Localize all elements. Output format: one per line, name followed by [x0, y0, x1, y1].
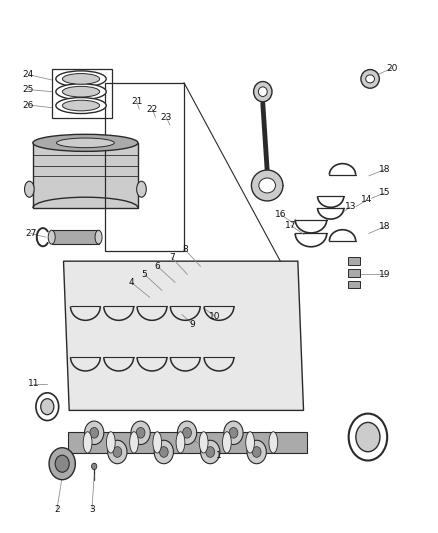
Text: 16: 16	[276, 211, 287, 219]
Ellipse shape	[62, 100, 100, 111]
Ellipse shape	[251, 170, 283, 201]
Text: 27: 27	[25, 229, 36, 238]
Ellipse shape	[254, 82, 272, 102]
Ellipse shape	[49, 448, 75, 480]
Text: 20: 20	[386, 64, 398, 72]
Bar	[105, 83, 184, 251]
Ellipse shape	[206, 447, 215, 457]
Text: 17: 17	[285, 221, 297, 230]
Ellipse shape	[224, 421, 243, 445]
Ellipse shape	[130, 432, 138, 453]
Ellipse shape	[113, 447, 122, 457]
Ellipse shape	[361, 70, 379, 88]
Ellipse shape	[153, 432, 162, 453]
Ellipse shape	[258, 87, 267, 96]
Text: 14: 14	[361, 196, 373, 204]
Ellipse shape	[366, 75, 374, 83]
Text: 6: 6	[155, 262, 161, 271]
Ellipse shape	[56, 98, 106, 114]
Ellipse shape	[62, 86, 100, 97]
Ellipse shape	[201, 440, 220, 464]
Bar	[52, 230, 99, 244]
Ellipse shape	[85, 421, 104, 445]
Text: 4: 4	[129, 278, 134, 287]
Bar	[348, 281, 360, 288]
Text: 24: 24	[23, 70, 34, 79]
Bar	[52, 69, 112, 118]
Ellipse shape	[41, 399, 54, 415]
Text: 18: 18	[379, 222, 390, 231]
Ellipse shape	[55, 455, 69, 472]
Polygon shape	[64, 261, 304, 410]
Ellipse shape	[176, 432, 185, 453]
Text: 1: 1	[216, 451, 222, 460]
Ellipse shape	[83, 432, 92, 453]
Ellipse shape	[136, 427, 145, 438]
Ellipse shape	[252, 447, 261, 457]
Ellipse shape	[199, 432, 208, 453]
Text: 3: 3	[89, 505, 95, 513]
Ellipse shape	[90, 427, 99, 438]
Ellipse shape	[106, 432, 115, 453]
Ellipse shape	[159, 447, 168, 457]
Text: 23: 23	[161, 113, 172, 122]
Ellipse shape	[246, 432, 254, 453]
Text: 9: 9	[190, 320, 196, 328]
Text: 25: 25	[23, 85, 34, 94]
Text: 15: 15	[379, 189, 390, 197]
Ellipse shape	[356, 422, 380, 452]
Ellipse shape	[223, 432, 231, 453]
Ellipse shape	[33, 134, 138, 151]
Ellipse shape	[137, 181, 146, 197]
Text: 12: 12	[360, 446, 371, 455]
Text: 26: 26	[23, 101, 34, 109]
Ellipse shape	[56, 71, 106, 87]
Ellipse shape	[57, 138, 114, 148]
Bar	[348, 269, 360, 277]
Polygon shape	[33, 143, 138, 208]
Ellipse shape	[247, 440, 266, 464]
Ellipse shape	[48, 230, 55, 244]
Ellipse shape	[36, 393, 59, 421]
Text: 13: 13	[345, 203, 356, 211]
Text: 22: 22	[147, 105, 158, 114]
Text: 18: 18	[379, 165, 390, 174]
Text: 2: 2	[54, 505, 60, 513]
Ellipse shape	[56, 84, 106, 100]
Bar	[68, 432, 307, 453]
Text: 7: 7	[169, 253, 175, 262]
Ellipse shape	[259, 178, 276, 193]
Text: 5: 5	[141, 270, 148, 279]
Text: 19: 19	[379, 270, 390, 279]
Bar	[348, 257, 360, 265]
Text: 8: 8	[182, 245, 188, 254]
Ellipse shape	[95, 230, 102, 244]
Ellipse shape	[25, 181, 34, 197]
Ellipse shape	[229, 427, 238, 438]
Text: 11: 11	[28, 379, 39, 388]
Ellipse shape	[92, 463, 97, 470]
Ellipse shape	[269, 432, 278, 453]
Ellipse shape	[154, 440, 173, 464]
Ellipse shape	[183, 427, 191, 438]
Ellipse shape	[108, 440, 127, 464]
Text: 10: 10	[209, 312, 220, 320]
Ellipse shape	[62, 74, 100, 84]
Ellipse shape	[177, 421, 197, 445]
Text: 21: 21	[131, 97, 142, 106]
Ellipse shape	[131, 421, 150, 445]
Ellipse shape	[349, 414, 387, 461]
Text: 28: 28	[78, 230, 90, 239]
